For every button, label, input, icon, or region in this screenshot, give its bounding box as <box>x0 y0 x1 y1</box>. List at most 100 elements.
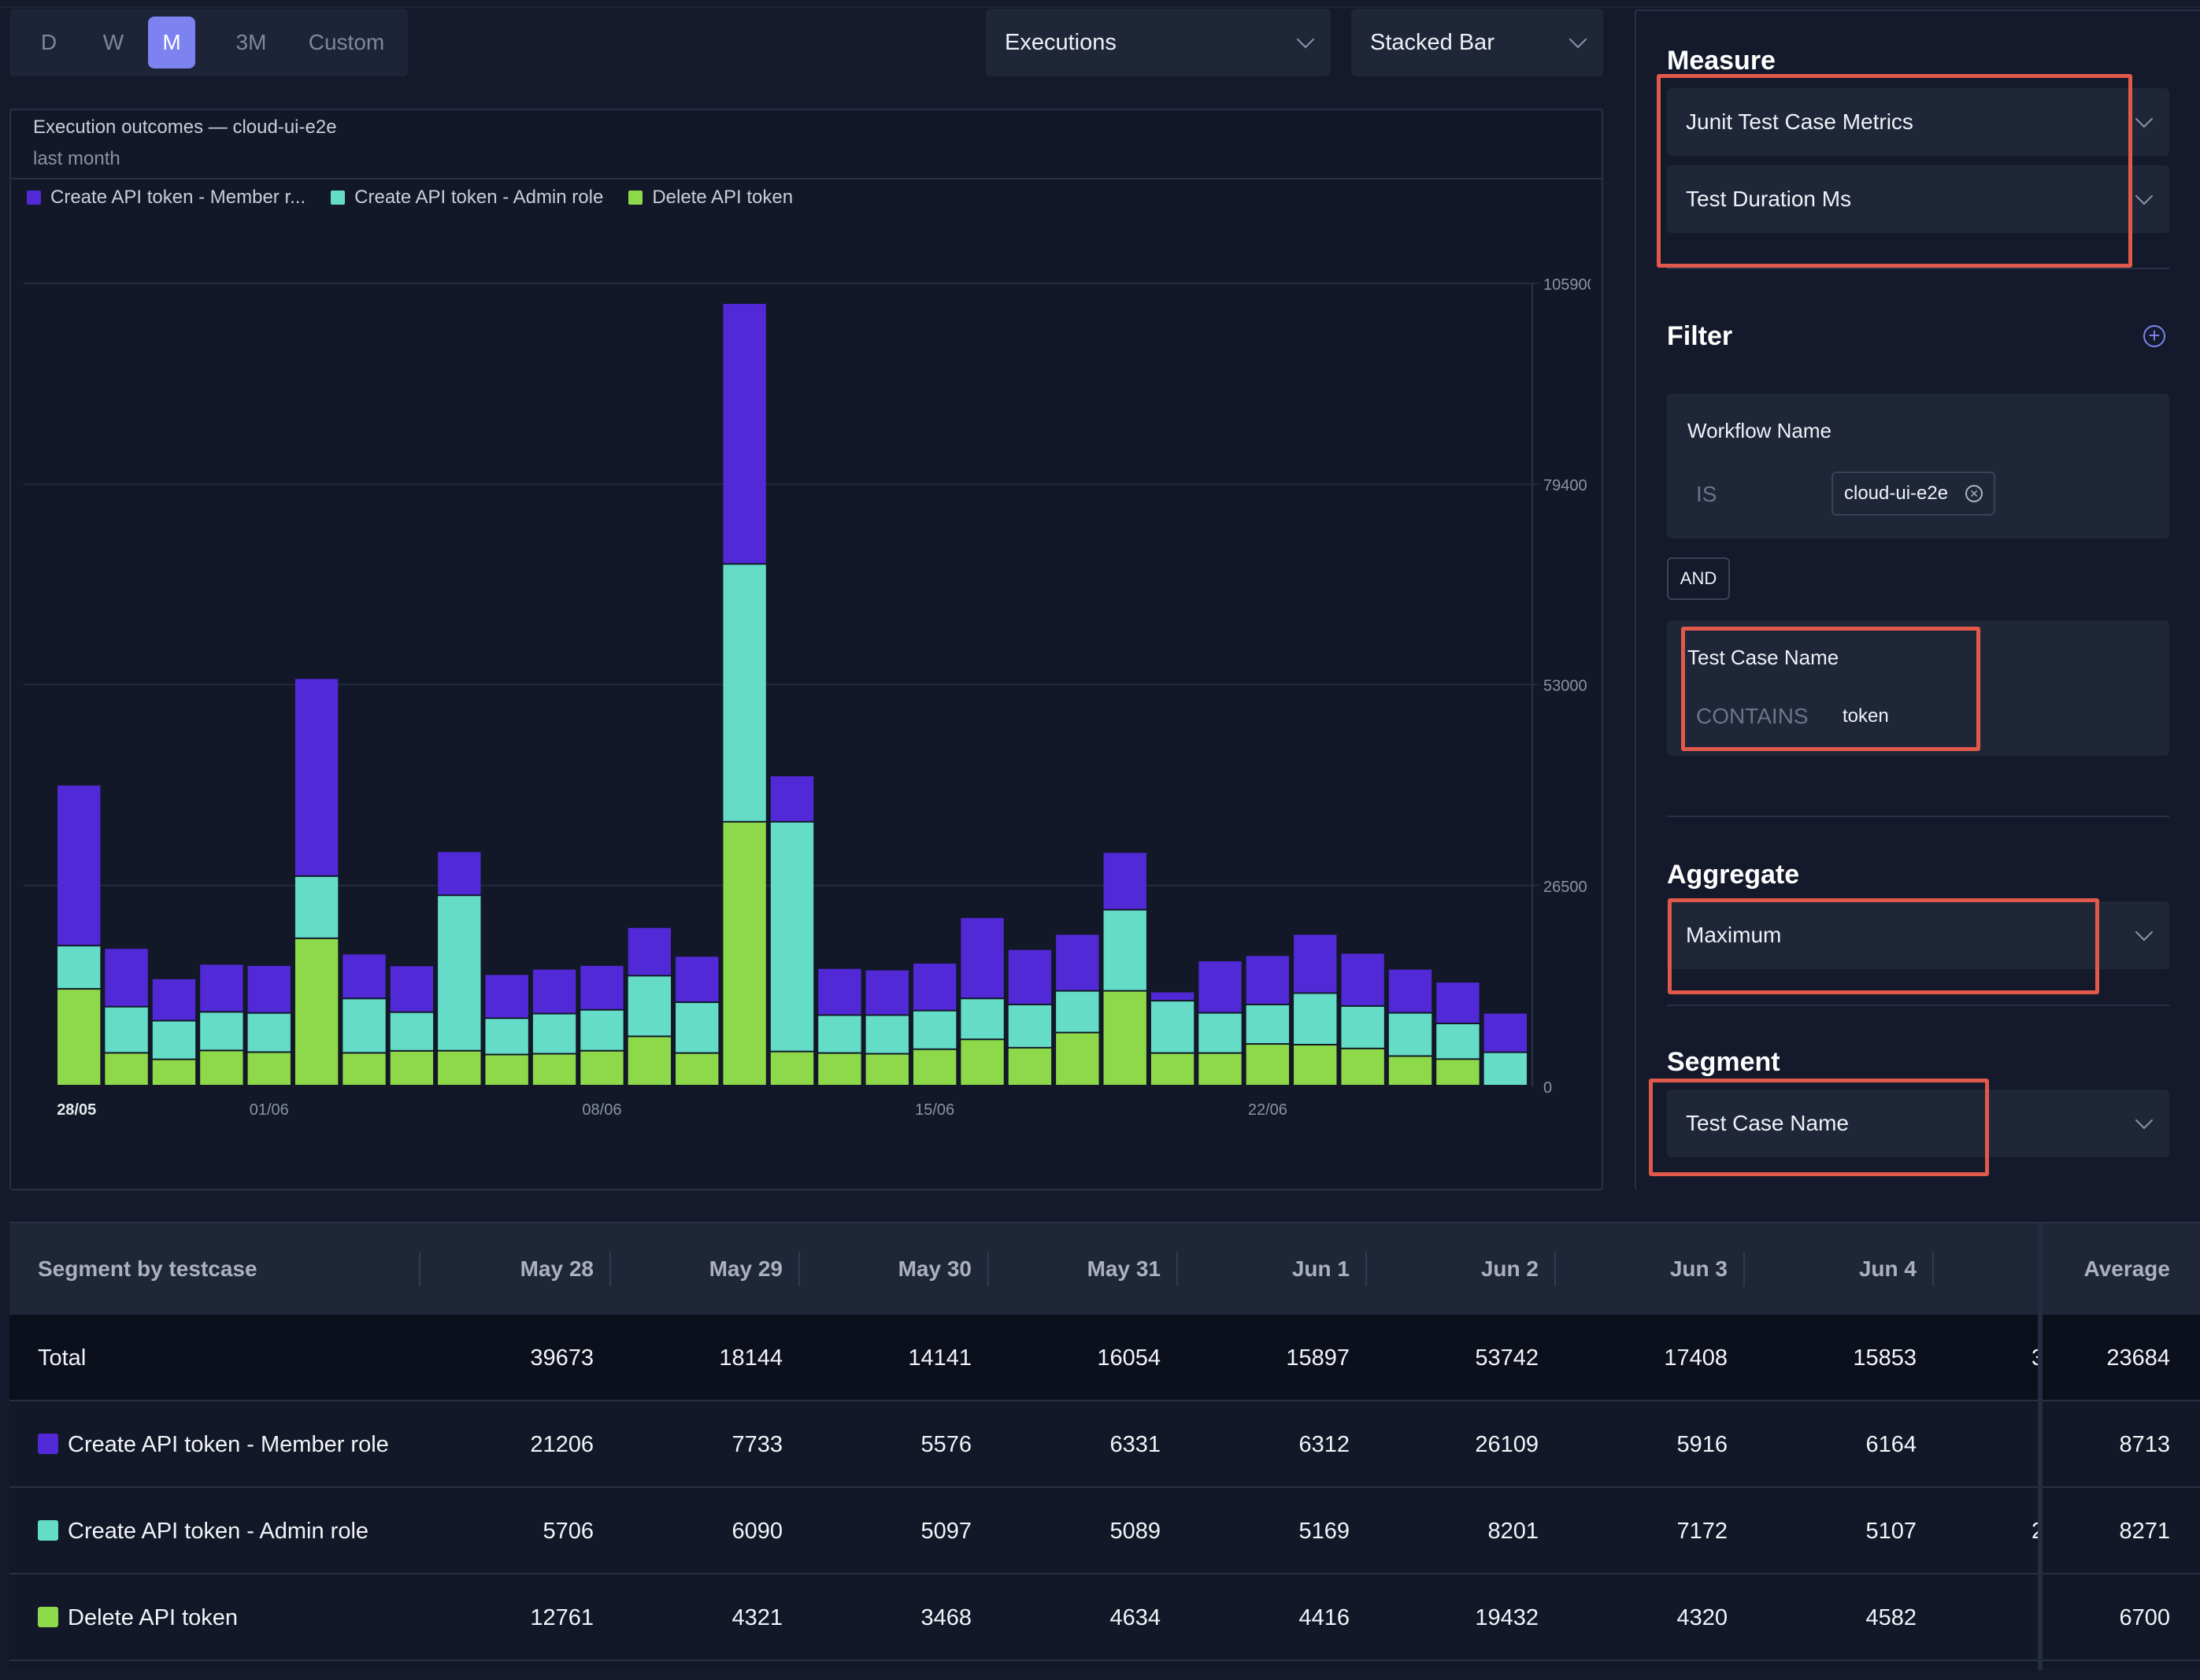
table-cell: 6331 <box>1109 1432 1161 1457</box>
metric-dropdown-value: Executions <box>1005 29 1117 55</box>
bar-segment <box>294 876 339 938</box>
y-tick-label: 0 <box>1543 1079 1552 1097</box>
column-header-date[interactable]: Jun 2 <box>1480 1256 1539 1281</box>
bar-segment <box>1198 961 1242 1012</box>
column-header-segment[interactable]: Segment by testcase <box>38 1256 257 1281</box>
column-header-date[interactable]: May 28 <box>520 1256 594 1281</box>
bar-segment <box>532 969 576 1013</box>
bar-segment <box>390 1051 434 1085</box>
filter-operator[interactable]: CONTAINS <box>1696 704 1809 728</box>
column-divider <box>609 1252 611 1286</box>
and-joiner-button[interactable]: AND <box>1667 557 1730 600</box>
measure-field-select[interactable]: Test Duration Ms <box>1667 165 2169 233</box>
bar-segment <box>532 1054 576 1085</box>
frozen-column-divider <box>2038 1223 2200 1671</box>
bar-segment <box>1150 1053 1194 1085</box>
filter-operator[interactable]: IS <box>1696 482 1717 506</box>
table-cell: 7172 <box>1676 1519 1728 1544</box>
column-divider <box>1176 1252 1178 1286</box>
column-divider <box>1554 1252 1556 1286</box>
table-cell-average: 8713 <box>2119 1432 2170 1457</box>
column-header-date[interactable]: May 29 <box>709 1256 783 1281</box>
column-header-date[interactable]: Jun 1 <box>1291 1256 1350 1281</box>
bar-segment <box>105 1053 148 1085</box>
measure-source-select[interactable]: Junit Test Case Metrics <box>1667 88 2169 156</box>
aggregate-select[interactable]: Maximum <box>1667 901 2169 969</box>
table-cell: 5097 <box>920 1519 972 1544</box>
bar-segment <box>913 1011 957 1049</box>
bar-segment <box>1008 949 1052 1004</box>
chevron-down-icon <box>1569 30 1587 49</box>
chevron-down-icon <box>2135 1111 2154 1130</box>
legend-swatch <box>331 191 346 205</box>
range-button-day[interactable]: D <box>40 30 57 54</box>
section-divider <box>1667 268 2169 269</box>
column-header-date[interactable]: May 31 <box>1087 1256 1161 1281</box>
bar-segment <box>1388 969 1432 1012</box>
bar-segment <box>247 965 291 1012</box>
column-header-date[interactable]: May 30 <box>898 1256 972 1281</box>
table-cell: 5576 <box>920 1432 972 1457</box>
y-tick-label: 105900 <box>1543 276 1591 294</box>
bar-segment <box>200 964 243 1012</box>
column-header-average[interactable]: Average <box>2083 1256 2170 1281</box>
legend-item-admin-role[interactable]: Create API token - Admin role <box>331 187 603 209</box>
bar-segment <box>1103 853 1146 909</box>
metric-dropdown[interactable]: Executions <box>986 9 1331 76</box>
filter-value-label: cloud-ui-e2e <box>1844 483 1949 504</box>
range-button-custom[interactable]: Custom <box>308 30 385 54</box>
add-filter-icon[interactable]: + <box>2143 325 2165 347</box>
bar-segment <box>152 1060 196 1085</box>
column-header-date[interactable]: Jun 4 <box>1858 1256 1917 1281</box>
legend-label: Create API token - Admin role <box>354 187 604 208</box>
bar-segment <box>105 949 148 1006</box>
column-divider <box>1743 1252 1745 1286</box>
bar-segment <box>818 1016 861 1053</box>
column-header-date[interactable]: Jun 3 <box>1669 1256 1728 1281</box>
column-divider <box>1365 1252 1367 1286</box>
bar-segment <box>343 954 386 998</box>
chart-type-dropdown[interactable]: Stacked Bar <box>1351 9 1603 76</box>
legend-item-member-role[interactable]: Create API token - Member r... <box>27 187 306 209</box>
table-cell: 12761 <box>530 1605 594 1630</box>
row-label-text: Delete API token <box>68 1605 239 1630</box>
bar-segment <box>818 1053 861 1085</box>
x-tick-label: 15/06 <box>915 1101 954 1119</box>
filter-card-test-case <box>1667 620 2169 756</box>
filter-value-input[interactable]: token <box>1843 705 1889 727</box>
table-cell: 17408 <box>1664 1345 1728 1371</box>
column-divider <box>987 1252 989 1286</box>
bar-segment <box>57 946 101 989</box>
bar-segment <box>57 990 101 1085</box>
section-divider <box>1667 816 2169 817</box>
bar-segment <box>1246 1005 1290 1044</box>
table-cell: 8201 <box>1487 1519 1539 1544</box>
bar-segment <box>723 304 766 564</box>
bar-segment <box>770 776 814 821</box>
remove-chip-icon[interactable]: ✕ <box>1965 485 1983 502</box>
legend-label: Delete API token <box>652 187 794 208</box>
legend-item-delete-token[interactable]: Delete API token <box>628 187 793 209</box>
bar-segment <box>676 1003 719 1053</box>
row-label: Create API token - Admin role <box>38 1488 369 1575</box>
bar-segment <box>1103 910 1146 990</box>
bar-segment <box>343 1053 386 1085</box>
table-cell: 3468 <box>920 1605 972 1630</box>
bar-segment <box>865 1016 909 1053</box>
bar-segment <box>628 927 672 975</box>
y-tick-label: 53000 <box>1543 678 1587 695</box>
bar-segment <box>1056 991 1099 1032</box>
bar-segment <box>1103 991 1146 1085</box>
table-cell: 5089 <box>1109 1519 1161 1544</box>
row-swatch <box>38 1607 58 1628</box>
range-button-week[interactable]: W <box>102 30 124 54</box>
range-button-month[interactable]: M <box>148 17 195 68</box>
range-button-3-months[interactable]: 3M <box>235 30 267 54</box>
segment-select[interactable]: Test Case Name <box>1667 1090 2169 1157</box>
bar-segment <box>1483 1013 1527 1052</box>
stacked-bar-chart: 0 26500 53000 79400 105900 28/05 01/06 08/06 15/… <box>24 276 1591 1119</box>
bar-segment <box>1008 1005 1052 1047</box>
top-divider <box>0 6 2200 8</box>
bar-segment <box>1294 1045 1337 1085</box>
table-cell-clipped: 3 <box>2031 1345 2039 1371</box>
